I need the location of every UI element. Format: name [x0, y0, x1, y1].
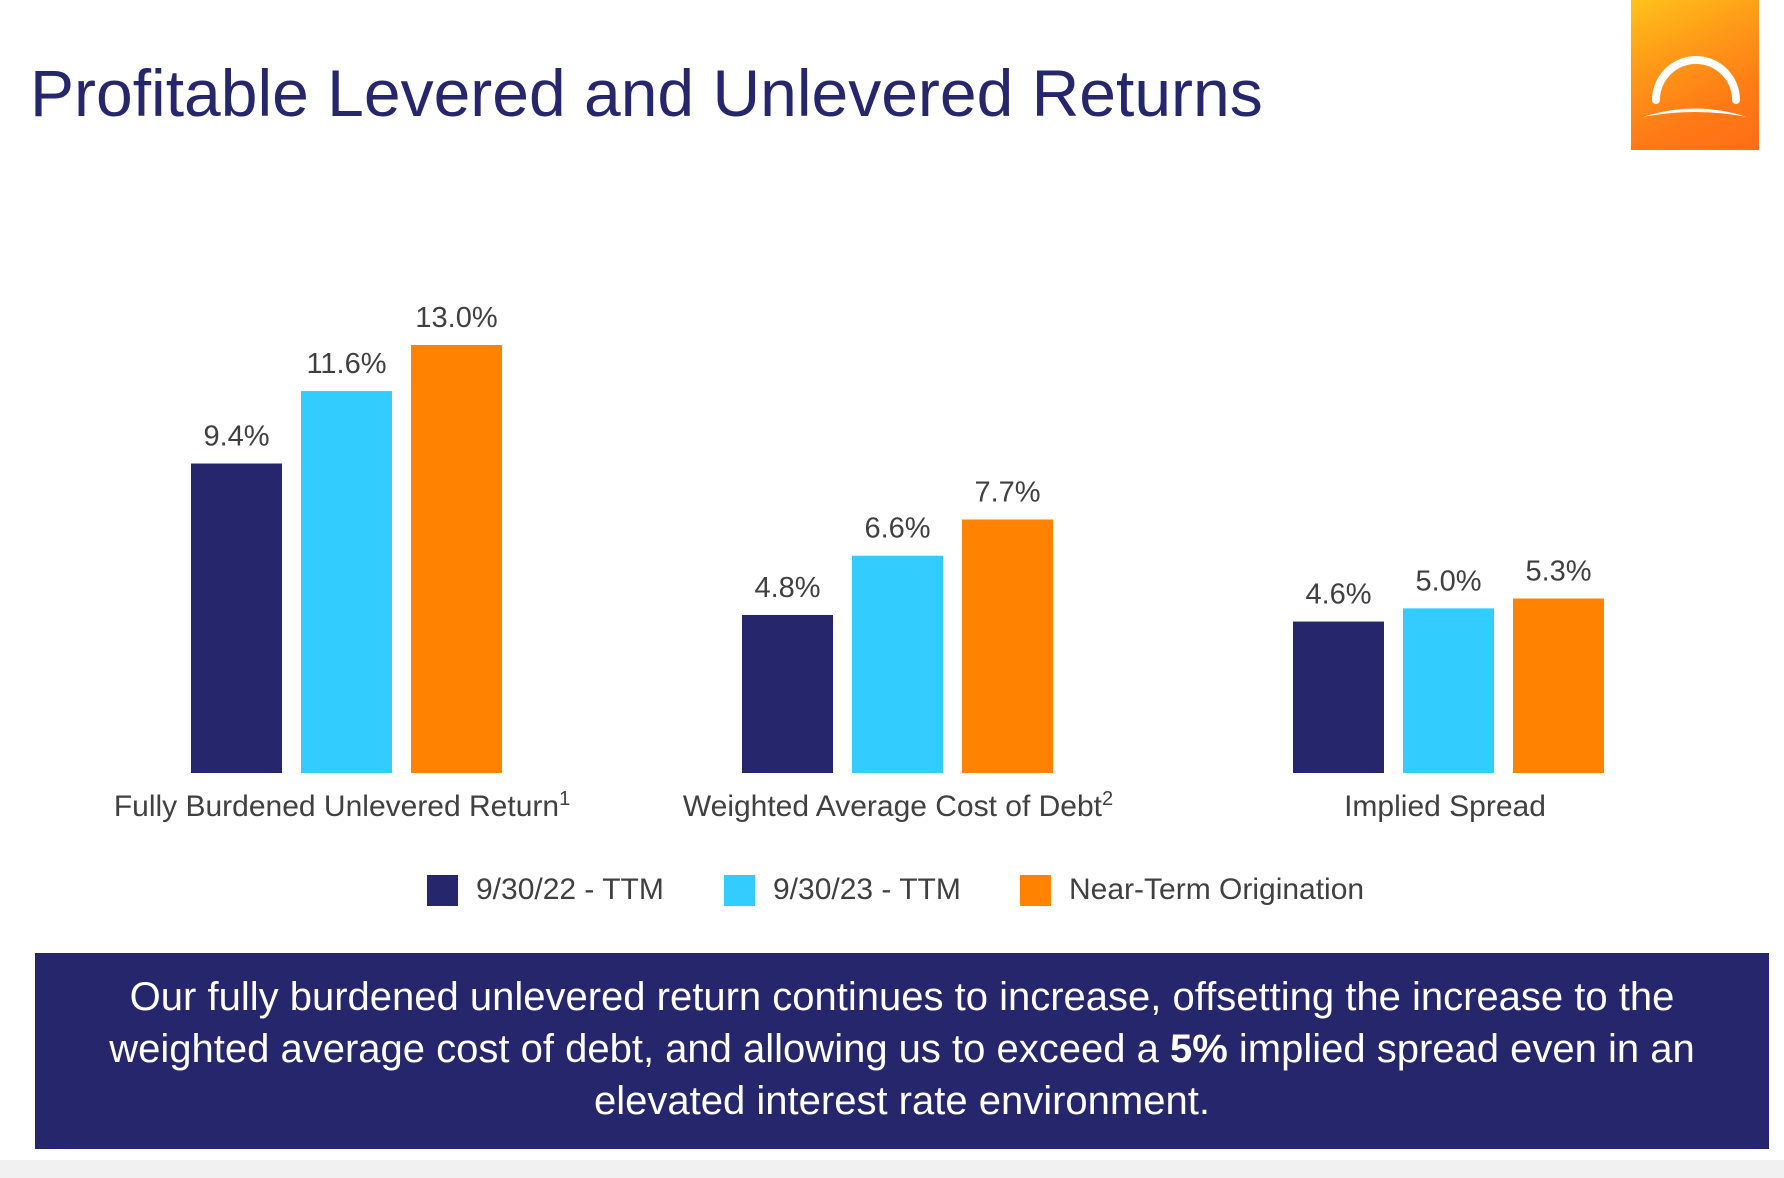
data-label-fully-burdened-unlevered-return-9-30-22-ttm: 9.4% — [203, 421, 269, 453]
legend-label: 9/30/23 - TTM — [773, 873, 961, 906]
legend-swatch — [427, 874, 458, 906]
footnote-marker: 1 — [559, 788, 571, 810]
data-label-implied-spread-9-30-23-ttm: 5.0% — [1415, 565, 1481, 597]
callout-text-emphasis: 5% — [1169, 1027, 1228, 1071]
callout-text-start: Our fully burdened unlevered return cont… — [109, 975, 1675, 1071]
bar-weighted-average-cost-of-debt-9-30-22-ttm — [742, 614, 833, 773]
data-label-weighted-average-cost-of-debt-9-30-23-ttm: 6.6% — [864, 513, 930, 545]
legend-swatch — [1020, 874, 1051, 906]
data-label-fully-burdened-unlevered-return-near-term-origination: 13.0% — [415, 302, 497, 334]
grouped-bar-chart: 9.4% 4.8% 4.6% 11.6% 6.6% 5.0% 13.0% 7.7% 5.3% F… — [113, 302, 1604, 824]
legend-label: 9/30/22 - TTM — [476, 873, 664, 906]
category-label-text: Implied Spread — [1344, 790, 1546, 823]
company-logo — [1631, 0, 1759, 150]
data-label-weighted-average-cost-of-debt-9-30-22-ttm: 4.8% — [754, 572, 820, 604]
category-label-text: Fully Burdened Unlevered Return — [113, 790, 560, 823]
chart-canvas: 9.4% 4.8% 4.6% 11.6% 6.6% 5.0% 13.0% 7.7% 5.3% — [191, 302, 1604, 773]
legend-label: Near-Term Origination — [1069, 873, 1365, 906]
bar-fully-burdened-unlevered-return-near-term-origination — [411, 345, 502, 773]
legend-item-9-30-23-ttm: 9/30/23 - TTM — [724, 872, 961, 908]
legend-item-near-term-origination: Near-Term Origination — [1020, 872, 1364, 908]
bar-weighted-average-cost-of-debt-9-30-23-ttm — [852, 555, 943, 773]
legend-swatch — [724, 874, 755, 906]
footer-strip — [0, 1160, 1784, 1178]
data-label-implied-spread-near-term-origination: 5.3% — [1525, 556, 1591, 588]
footnote-marker: 2 — [1102, 788, 1114, 810]
key-takeaway-callout: Our fully burdened unlevered return cont… — [35, 953, 1769, 1149]
bar-implied-spread-9-30-22-ttm — [1293, 621, 1384, 773]
bar-weighted-average-cost-of-debt-near-term-origination — [962, 519, 1053, 773]
bar-fully-burdened-unlevered-return-9-30-22-ttm — [191, 463, 282, 773]
chart-legend: 9/30/22 - TTM 9/30/23 - TTM Near-Term Or… — [0, 872, 1784, 908]
callout-text-end: implied spread even in an elevated inter… — [594, 1027, 1695, 1123]
legend-item-9-30-22-ttm: 9/30/22 - TTM — [427, 872, 664, 908]
category-label-weighted-average-cost-of-debt: Weighted Average Cost of Debt2 — [682, 788, 1114, 824]
bar-fully-burdened-unlevered-return-9-30-23-ttm — [301, 391, 392, 773]
page-title: Profitable Levered and Unlevered Returns — [30, 56, 1263, 130]
data-label-implied-spread-9-30-22-ttm: 4.6% — [1305, 579, 1371, 611]
category-label-implied-spread: Implied Spread — [1344, 790, 1546, 824]
bar-implied-spread-9-30-23-ttm — [1403, 608, 1494, 773]
category-label-text: Weighted Average Cost of Debt — [682, 790, 1103, 823]
data-label-fully-burdened-unlevered-return-9-30-23-ttm: 11.6% — [306, 348, 386, 380]
data-label-weighted-average-cost-of-debt-near-term-origination: 7.7% — [974, 476, 1040, 508]
category-label-fully-burdened-unlevered-return: Fully Burdened Unlevered Return1 — [113, 788, 571, 824]
bar-implied-spread-near-term-origination — [1513, 598, 1604, 773]
sunrise-arch-logo-icon — [1643, 56, 1747, 117]
